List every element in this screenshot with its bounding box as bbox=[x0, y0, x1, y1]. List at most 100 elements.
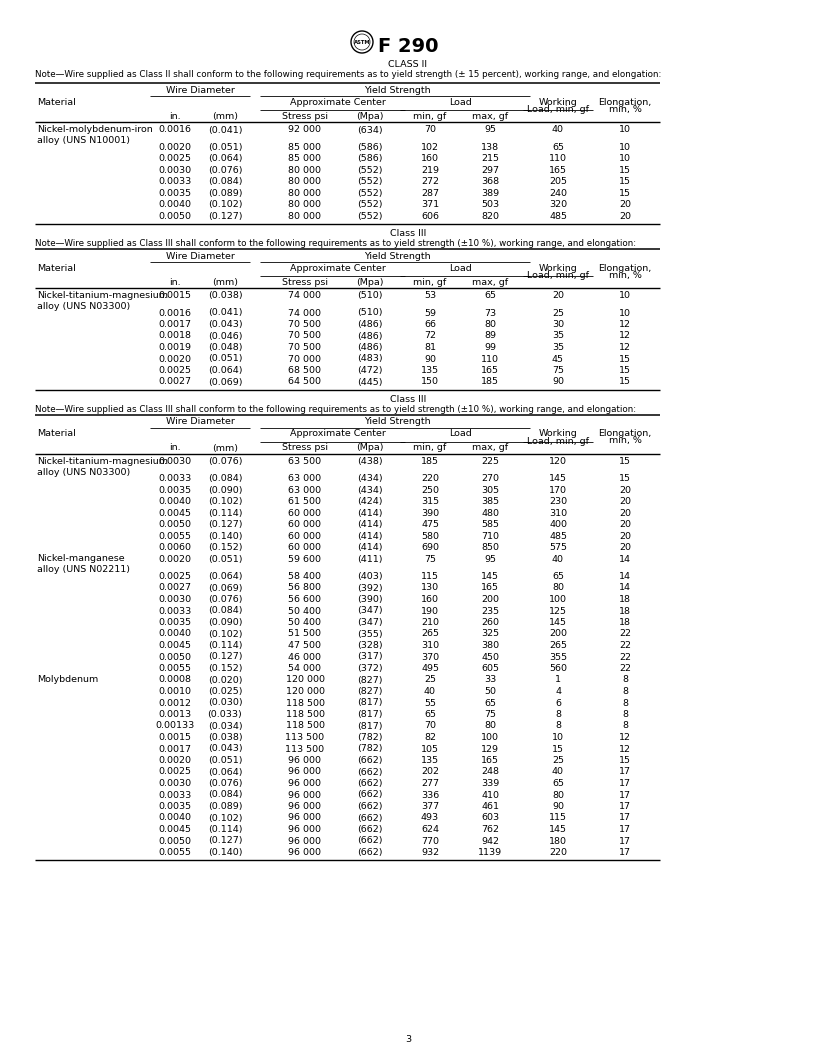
Text: (486): (486) bbox=[357, 320, 383, 329]
Text: 20: 20 bbox=[619, 486, 631, 495]
Text: 96 000: 96 000 bbox=[289, 836, 322, 846]
Text: 70: 70 bbox=[424, 721, 436, 731]
Text: 485: 485 bbox=[549, 532, 567, 541]
Text: 270: 270 bbox=[481, 474, 499, 484]
Text: 0.0025: 0.0025 bbox=[158, 768, 192, 776]
Text: 60 000: 60 000 bbox=[289, 532, 322, 541]
Text: 51 500: 51 500 bbox=[289, 629, 322, 639]
Text: 75: 75 bbox=[424, 554, 436, 564]
Text: 219: 219 bbox=[421, 166, 439, 174]
Text: Load: Load bbox=[449, 264, 472, 272]
Text: Yield Strength: Yield Strength bbox=[364, 251, 431, 261]
Text: (0.046): (0.046) bbox=[208, 332, 242, 340]
Text: 942: 942 bbox=[481, 836, 499, 846]
Text: (0.043): (0.043) bbox=[208, 320, 242, 329]
Text: (0.076): (0.076) bbox=[208, 166, 242, 174]
Text: 99: 99 bbox=[484, 343, 496, 352]
Text: 1139: 1139 bbox=[478, 848, 502, 857]
Text: 580: 580 bbox=[421, 532, 439, 541]
Text: 710: 710 bbox=[481, 532, 499, 541]
Text: 205: 205 bbox=[549, 177, 567, 186]
Text: 690: 690 bbox=[421, 543, 439, 552]
Text: 235: 235 bbox=[481, 606, 499, 616]
Text: (0.127): (0.127) bbox=[208, 653, 242, 661]
Text: 8: 8 bbox=[622, 721, 628, 731]
Text: Working: Working bbox=[539, 264, 578, 272]
Text: 10: 10 bbox=[619, 291, 631, 300]
Text: Working: Working bbox=[539, 430, 578, 438]
Text: Nickel-molybdenum-iron
alloy (UNS N10001): Nickel-molybdenum-iron alloy (UNS N10001… bbox=[37, 125, 153, 145]
Text: Nickel-titanium-magnesium
alloy (UNS N03300): Nickel-titanium-magnesium alloy (UNS N03… bbox=[37, 456, 168, 476]
Text: 145: 145 bbox=[549, 618, 567, 627]
Text: 160: 160 bbox=[421, 595, 439, 604]
Text: 0.0045: 0.0045 bbox=[158, 825, 192, 834]
Text: 0.0045: 0.0045 bbox=[158, 509, 192, 517]
Text: 0.0033: 0.0033 bbox=[158, 606, 192, 616]
Text: (0.064): (0.064) bbox=[208, 366, 242, 375]
Text: 0.0008: 0.0008 bbox=[158, 676, 192, 684]
Text: (662): (662) bbox=[357, 779, 383, 788]
Text: 96 000: 96 000 bbox=[289, 779, 322, 788]
Text: 305: 305 bbox=[481, 486, 499, 495]
Text: 0.0055: 0.0055 bbox=[158, 848, 192, 857]
Text: 58 400: 58 400 bbox=[289, 572, 322, 581]
Text: 70 500: 70 500 bbox=[289, 320, 322, 329]
Text: 585: 585 bbox=[481, 521, 499, 529]
Text: 20: 20 bbox=[552, 291, 564, 300]
Text: 80 000: 80 000 bbox=[289, 201, 322, 209]
Text: 575: 575 bbox=[549, 543, 567, 552]
Text: 0.0015: 0.0015 bbox=[158, 733, 192, 742]
Text: 0.0010: 0.0010 bbox=[158, 687, 192, 696]
Text: 80 000: 80 000 bbox=[289, 212, 322, 221]
Text: 260: 260 bbox=[481, 618, 499, 627]
Text: (0.084): (0.084) bbox=[208, 791, 242, 799]
Text: 15: 15 bbox=[552, 744, 564, 754]
Text: 1: 1 bbox=[555, 676, 561, 684]
Text: 40: 40 bbox=[552, 768, 564, 776]
Text: 185: 185 bbox=[421, 457, 439, 466]
Text: 50: 50 bbox=[484, 687, 496, 696]
Text: Elongation,: Elongation, bbox=[598, 430, 652, 438]
Text: 0.0033: 0.0033 bbox=[158, 791, 192, 799]
Text: (662): (662) bbox=[357, 848, 383, 857]
Text: 96 000: 96 000 bbox=[289, 813, 322, 823]
Text: 336: 336 bbox=[421, 791, 439, 799]
Text: 202: 202 bbox=[421, 768, 439, 776]
Text: 12: 12 bbox=[619, 332, 631, 340]
Text: (0.090): (0.090) bbox=[208, 618, 242, 627]
Text: (0.102): (0.102) bbox=[208, 629, 242, 639]
Text: (0.084): (0.084) bbox=[208, 474, 242, 484]
Text: 15: 15 bbox=[619, 366, 631, 375]
Text: 8: 8 bbox=[555, 710, 561, 719]
Text: (662): (662) bbox=[357, 756, 383, 765]
Text: 110: 110 bbox=[481, 355, 499, 363]
Text: 485: 485 bbox=[549, 212, 567, 221]
Text: 135: 135 bbox=[421, 366, 439, 375]
Text: 0.0020: 0.0020 bbox=[158, 554, 192, 564]
Text: 73: 73 bbox=[484, 308, 496, 318]
Text: (0.051): (0.051) bbox=[208, 756, 242, 765]
Text: Elongation,: Elongation, bbox=[598, 98, 652, 107]
Text: 12: 12 bbox=[619, 343, 631, 352]
Text: 17: 17 bbox=[619, 791, 631, 799]
Text: 0.0020: 0.0020 bbox=[158, 756, 192, 765]
Text: 8: 8 bbox=[622, 676, 628, 684]
Text: 0.0030: 0.0030 bbox=[158, 779, 192, 788]
Text: 82: 82 bbox=[424, 733, 436, 742]
Text: (0.089): (0.089) bbox=[208, 802, 242, 811]
Text: 0.00133: 0.00133 bbox=[155, 721, 195, 731]
Text: (0.038): (0.038) bbox=[208, 733, 242, 742]
Text: 15: 15 bbox=[619, 377, 631, 386]
Text: 17: 17 bbox=[619, 768, 631, 776]
Text: Approximate Center: Approximate Center bbox=[290, 98, 385, 107]
Text: 25: 25 bbox=[552, 756, 564, 765]
Text: 0.0050: 0.0050 bbox=[158, 653, 192, 661]
Text: (0.114): (0.114) bbox=[208, 641, 242, 650]
Text: 96 000: 96 000 bbox=[289, 848, 322, 857]
Text: Material: Material bbox=[37, 98, 76, 107]
Text: 66: 66 bbox=[424, 320, 436, 329]
Text: (0.051): (0.051) bbox=[208, 143, 242, 152]
Text: 0.0033: 0.0033 bbox=[158, 177, 192, 186]
Text: 70 500: 70 500 bbox=[289, 343, 322, 352]
Text: Wire Diameter: Wire Diameter bbox=[166, 86, 234, 95]
